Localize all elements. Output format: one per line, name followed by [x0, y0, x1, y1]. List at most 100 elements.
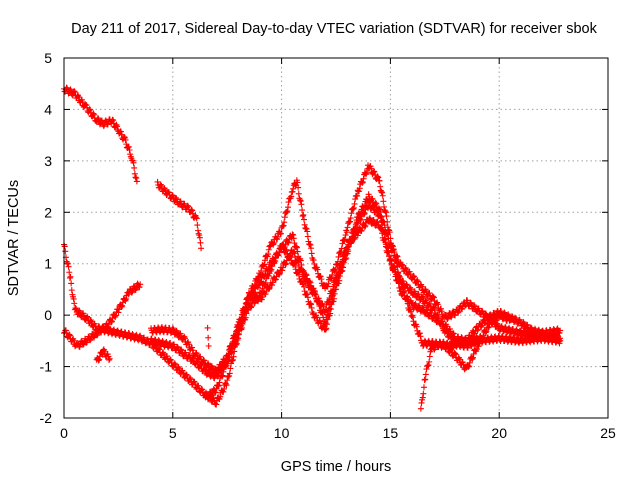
- data-point: [265, 246, 272, 253]
- data-point: [438, 342, 445, 349]
- data-point: [174, 343, 181, 350]
- data-point: [64, 260, 71, 267]
- data-point: [438, 308, 445, 315]
- data-point: [304, 233, 311, 240]
- data-point: [361, 202, 368, 209]
- data-point: [474, 337, 481, 344]
- data-point: [87, 317, 94, 324]
- data-point: [160, 328, 167, 335]
- data-point: [290, 235, 297, 242]
- data-point: [403, 281, 410, 288]
- data-point: [301, 221, 308, 228]
- data-point: [293, 243, 300, 250]
- data-point: [363, 171, 370, 178]
- data-point: [557, 335, 564, 342]
- data-point: [351, 200, 358, 207]
- data-point: [126, 147, 133, 154]
- data-point: [471, 303, 478, 310]
- data-point: [64, 260, 71, 267]
- data-point: [357, 210, 364, 217]
- data-point: [432, 344, 439, 351]
- data-point: [198, 386, 205, 393]
- y-tick-label: 1: [44, 256, 52, 272]
- data-point: [289, 188, 296, 195]
- data-point: [194, 227, 201, 234]
- data-point: [426, 358, 433, 365]
- data-point: [352, 196, 359, 203]
- data-point: [313, 314, 320, 321]
- data-point: [450, 330, 457, 337]
- data-point: [320, 322, 327, 329]
- data-point: [398, 261, 405, 268]
- data-point: [354, 192, 361, 199]
- data-point: [381, 203, 387, 210]
- data-point: [283, 246, 290, 253]
- data-point: [433, 300, 440, 307]
- data-point: [213, 401, 220, 408]
- data-point: [281, 219, 288, 226]
- data-point: [442, 322, 449, 329]
- data-point: [331, 290, 338, 297]
- data-point: [96, 356, 103, 363]
- data-point: [182, 349, 189, 356]
- data-point: [452, 312, 459, 319]
- data-point: [388, 261, 395, 268]
- data-point: [270, 239, 277, 246]
- data-point: [382, 208, 389, 215]
- data-point: [295, 184, 302, 191]
- data-point: [322, 319, 329, 326]
- data-point: [71, 88, 78, 95]
- data-point: [266, 285, 273, 292]
- series-arc-9: [417, 333, 485, 412]
- data-point: [319, 310, 326, 317]
- data-point: [299, 213, 306, 220]
- data-point: [291, 250, 298, 257]
- data-point: [407, 286, 414, 293]
- data-point: [205, 360, 211, 367]
- data-point: [247, 304, 254, 311]
- data-point: [482, 310, 489, 317]
- data-point: [331, 268, 338, 275]
- data-point: [185, 352, 192, 359]
- data-point: [387, 241, 394, 248]
- data-point: [73, 306, 80, 313]
- data-point: [399, 283, 406, 290]
- data-point: [479, 308, 486, 315]
- data-point: [297, 197, 304, 204]
- data-point: [224, 373, 231, 380]
- data-point: [193, 215, 200, 222]
- data-point: [404, 282, 411, 289]
- data-point: [308, 250, 315, 257]
- data-point: [297, 257, 304, 264]
- data-point: [555, 336, 562, 343]
- data-point: [180, 370, 187, 377]
- data-point: [221, 385, 227, 392]
- data-point: [340, 264, 347, 271]
- data-point: [404, 271, 411, 278]
- data-point: [277, 230, 284, 237]
- data-point: [376, 177, 383, 184]
- data-point: [186, 352, 193, 359]
- data-point: [377, 209, 384, 216]
- data-point: [224, 358, 231, 365]
- data-point: [423, 299, 430, 306]
- data-point: [343, 229, 350, 236]
- data-point: [422, 376, 429, 383]
- data-point: [89, 323, 96, 330]
- data-point: [91, 111, 98, 118]
- data-point: [303, 225, 310, 232]
- data-point: [171, 341, 178, 348]
- data-point: [416, 330, 423, 337]
- data-point: [229, 344, 236, 351]
- data-point: [345, 243, 352, 250]
- data-point: [379, 192, 386, 199]
- data-point: [164, 343, 171, 350]
- data-point: [363, 169, 370, 176]
- data-point: [449, 345, 456, 351]
- data-point: [259, 294, 266, 301]
- data-point: [223, 382, 230, 389]
- data-point: [400, 289, 407, 296]
- data-point: [410, 318, 417, 325]
- data-point: [327, 275, 334, 282]
